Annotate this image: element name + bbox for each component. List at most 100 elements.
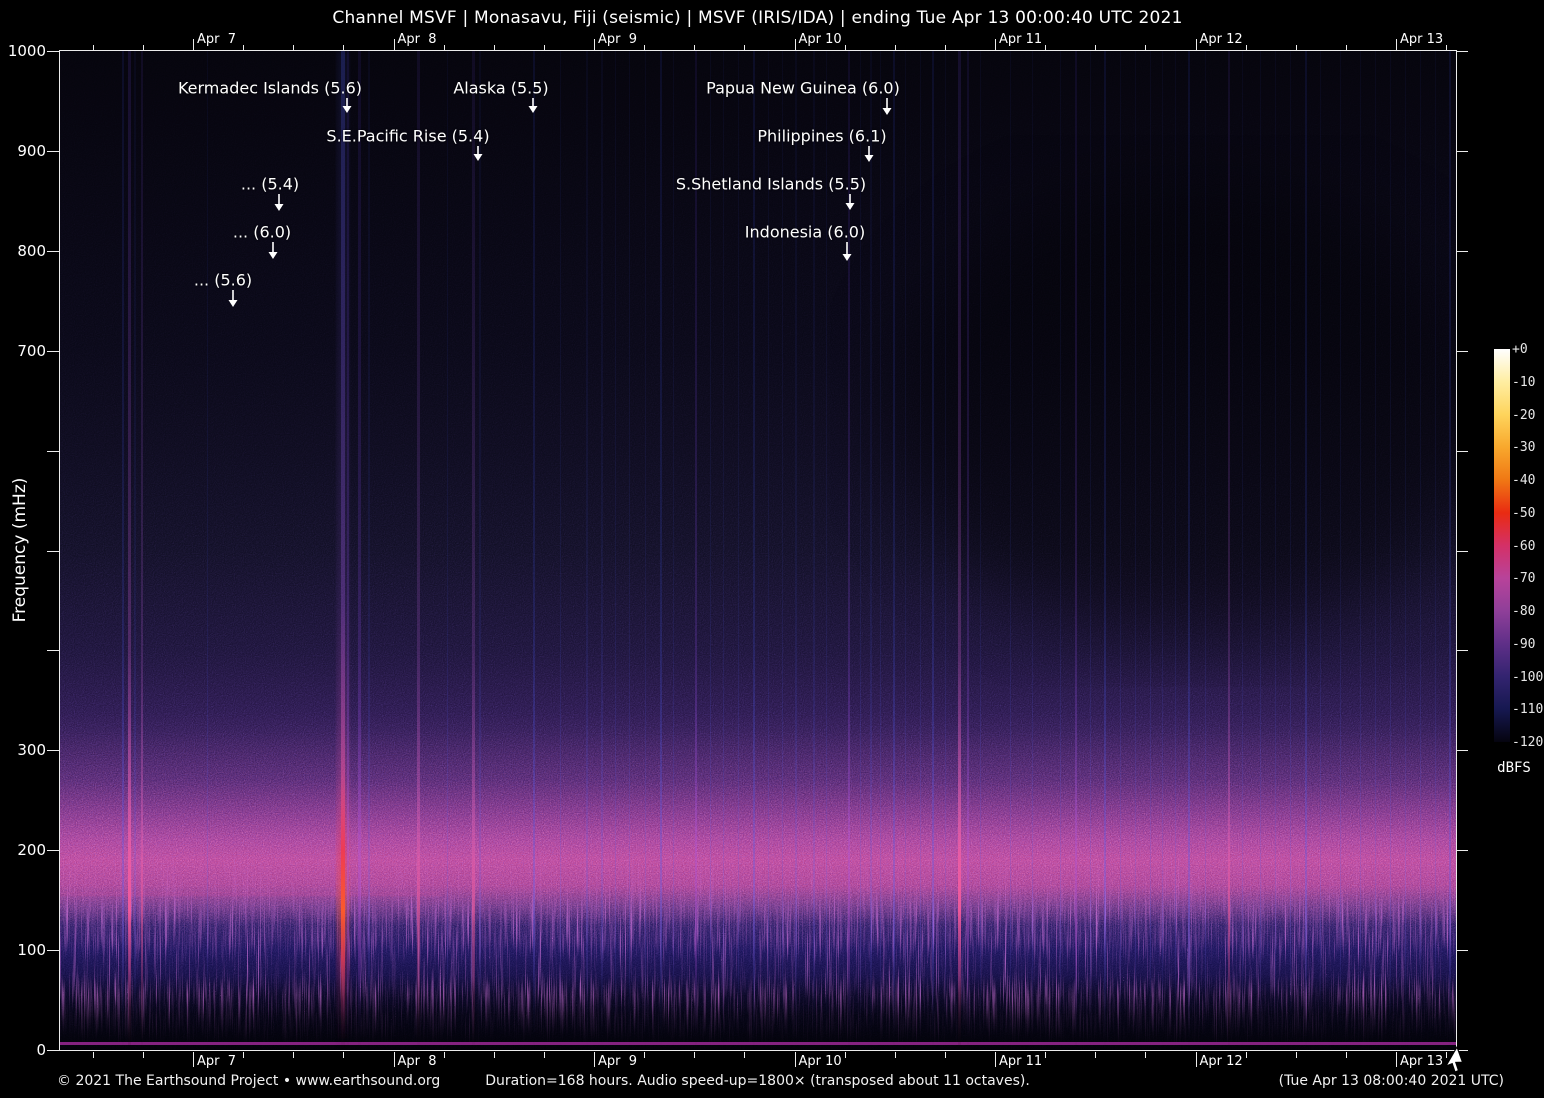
event-streak: [1228, 51, 1230, 1050]
event-streak: [122, 51, 124, 1050]
event-streak: [601, 51, 603, 1050]
y-axis-title: Frequency (mHz): [10, 477, 30, 623]
event-streak: [207, 51, 208, 1050]
y-major-tick-left: [47, 950, 59, 952]
y-minor-tick-right: [1456, 650, 1468, 652]
event-streak: [560, 51, 561, 1050]
y-minor-tick-right: [1456, 450, 1468, 452]
plot-frame: [59, 50, 1457, 1051]
x-minor-tick-bottom: [944, 1052, 946, 1058]
colorbar-tick-label: -20: [1512, 407, 1536, 423]
y-major-tick-left: [47, 150, 59, 152]
x-major-tick-bottom: [1396, 1052, 1397, 1067]
spectrogram-canvas: [60, 51, 1456, 1050]
event-streak: [1010, 51, 1011, 1050]
event-streak: [128, 51, 131, 1050]
event-streak: [1032, 51, 1033, 1050]
x-tick-label-top: Apr 12: [1199, 32, 1243, 47]
event-streak: [893, 51, 895, 1050]
event-streak: [1205, 51, 1206, 1050]
annotation-arrow: [864, 146, 874, 162]
event-streak: [710, 51, 711, 1050]
event-streak: [1375, 51, 1376, 1050]
event-streak: [1104, 51, 1106, 1050]
annotation-arrow: [274, 194, 284, 211]
event-streak: [920, 51, 921, 1050]
event-streak: [695, 51, 697, 1050]
y-tick-label: 200: [17, 841, 46, 860]
event-streak: [1175, 51, 1176, 1050]
y-tick-label: 0: [36, 1041, 46, 1059]
y-major-tick-right: [1456, 350, 1468, 352]
event-streak: [795, 51, 797, 1050]
event-streak: [673, 51, 674, 1050]
x-major-tick-top: [393, 39, 395, 50]
bright-150mHz-line: [60, 892, 440, 896]
event-streak: [1090, 51, 1091, 1050]
event-streak: [134, 51, 136, 1050]
colorbar-tick-label: -50: [1512, 505, 1536, 521]
x-minor-tick-bottom: [443, 1052, 445, 1058]
y-tick-label: 100: [17, 941, 46, 960]
event-streak: [813, 51, 815, 1050]
event-streak: [1435, 51, 1436, 1050]
annotation-arrow: [882, 98, 892, 115]
footer-duration: Duration=168 hours. Audio speed-up=1800×…: [485, 1073, 1030, 1089]
x-tick-label-top: Apr 10: [798, 32, 842, 47]
x-major-tick-bottom: [594, 1052, 595, 1067]
event-streak: [533, 51, 535, 1050]
event-streak: [1162, 51, 1163, 1050]
y-minor-tick-right: [1456, 550, 1468, 552]
annotation-arrow: [342, 98, 352, 113]
x-major-tick-top: [995, 39, 996, 50]
colorbar-tick-label: -30: [1512, 440, 1536, 456]
x-tick-label-top: Apr 7: [197, 32, 237, 47]
annotation-label: ... (6.0): [232, 222, 292, 242]
event-streak: [645, 51, 646, 1050]
colorbar-tick-label: +0: [1512, 342, 1528, 357]
colorbar-tick-label: -110: [1512, 702, 1544, 718]
x-minor-tick-bottom: [844, 1052, 846, 1058]
x-tick-label-bottom: Apr 13: [1400, 1054, 1444, 1069]
event-streak: [347, 51, 349, 1050]
event-streak: [1275, 51, 1276, 1050]
x-minor-tick-bottom: [1095, 1052, 1097, 1058]
event-streak: [880, 51, 881, 1050]
x-minor-tick-bottom: [1045, 1052, 1047, 1058]
x-minor-tick-bottom: [142, 1052, 144, 1058]
annotation-label: ... (5.6): [193, 270, 253, 290]
x-tick-label-top: Apr 11: [999, 32, 1043, 47]
event-streak: [870, 51, 872, 1050]
event-streak: [629, 51, 630, 1050]
event-streak: [1242, 51, 1243, 1050]
annotation-label: Indonesia (6.0): [744, 222, 866, 242]
event-streak: [447, 51, 448, 1050]
colorbar-tick-label: -100: [1512, 669, 1544, 685]
x-major-tick-top: [594, 39, 595, 50]
x-minor-tick-bottom: [894, 1052, 896, 1058]
event-streak: [1405, 51, 1406, 1050]
x-major-tick-top: [794, 39, 796, 50]
event-streak: [615, 51, 616, 1050]
annotation-arrow: [268, 242, 278, 259]
x-major-tick-top: [1195, 39, 1197, 50]
x-major-tick-bottom: [193, 1052, 194, 1067]
x-tick-label-bottom: Apr 11: [999, 1054, 1043, 1069]
y-major-tick-left: [47, 250, 59, 252]
annotation-arrow: [845, 194, 855, 210]
y-major-tick-right: [1456, 750, 1468, 752]
event-streak: [1320, 51, 1321, 1050]
annotation-label: Papua New Guinea (6.0): [706, 78, 900, 98]
x-tick-label-top: Apr 13: [1400, 32, 1444, 47]
event-streak: [768, 51, 769, 1050]
x-major-tick-bottom: [1195, 1052, 1197, 1067]
annotation-arrow: [228, 290, 238, 307]
event-streak: [341, 51, 345, 1050]
event-streak: [945, 51, 946, 1050]
x-minor-tick-bottom: [543, 1052, 545, 1058]
annotation-label: Alaska (5.5): [453, 78, 549, 98]
x-minor-tick-bottom: [1345, 1052, 1347, 1058]
footer-render-time: (Tue Apr 13 08:00:40 2021 UTC): [1278, 1073, 1504, 1089]
y-tick-label: 300: [17, 741, 46, 760]
y-minor-tick-left: [47, 450, 59, 452]
